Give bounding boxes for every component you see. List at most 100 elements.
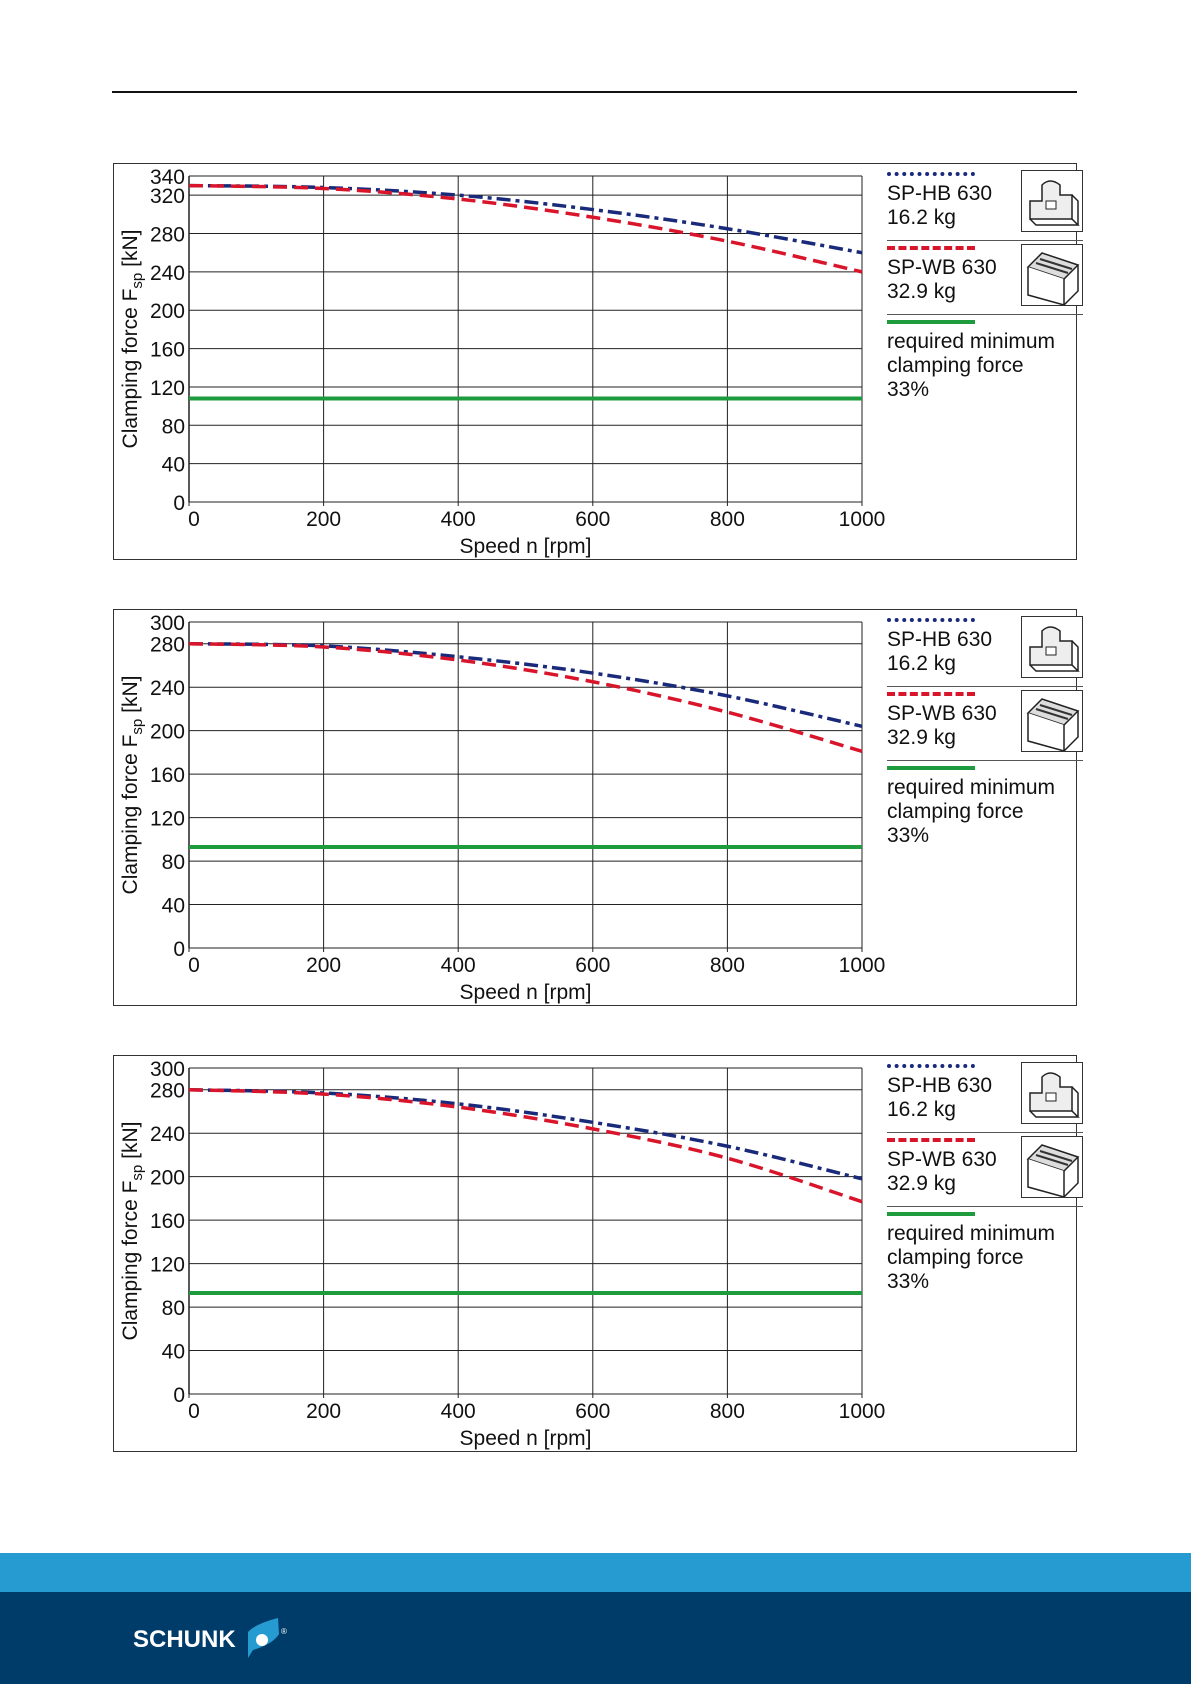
x-tick-label: 200	[306, 954, 341, 977]
chart-2: 0 40 80 120 160 200 240 280 300 0 200 400 600 800 1000…	[113, 609, 1083, 1006]
chart-legend: SP-HB 630 16.2 kg SP-WB 630 32.9 kg required…	[872, 164, 1083, 559]
legend-swatch	[887, 246, 975, 250]
chart-1: 0 40 80 120 160 200 240 280 320 340 0 200 400 600 800 1…	[113, 163, 1083, 560]
legend-label: 32.9 kg	[887, 726, 956, 749]
header-rule	[112, 91, 1077, 93]
x-axis-label: Speed n [rpm]	[460, 535, 592, 558]
legend-swatch	[887, 1212, 975, 1216]
svg-text:SCHUNK: SCHUNK	[133, 1626, 236, 1653]
x-tick-label: 400	[441, 954, 476, 977]
legend-label: 16.2 kg	[887, 652, 956, 675]
wb-jaw-icon	[1021, 1136, 1083, 1198]
legend-swatch	[887, 1064, 975, 1068]
y-tick-label: 0	[173, 492, 185, 515]
y-tick-label: 0	[173, 1384, 185, 1407]
legend-swatch	[887, 1138, 975, 1142]
y-tick-label: 200	[150, 721, 185, 744]
legend-label: 16.2 kg	[887, 206, 956, 229]
x-tick-label: 200	[306, 508, 341, 531]
svg-text:®: ®	[281, 1627, 287, 1636]
legend-label: 32.9 kg	[887, 280, 956, 303]
legend-separator	[887, 1132, 1083, 1133]
y-tick-label: 40	[162, 1341, 185, 1364]
x-tick-label: 400	[441, 1400, 476, 1423]
wb-jaw-icon	[1021, 690, 1083, 752]
legend-label: SP-WB 630	[887, 702, 997, 725]
x-tick-label: 800	[710, 1400, 745, 1423]
chart-3: 0 40 80 120 160 200 240 280 300 0 200 400 600 800 1000…	[113, 1055, 1083, 1452]
legend-separator	[887, 760, 1083, 761]
hb-jaw-icon	[1021, 170, 1083, 232]
y-tick-label: 300	[150, 1058, 185, 1081]
y-tick-label: 240	[150, 1123, 185, 1146]
legend-swatch	[887, 618, 975, 622]
x-tick-label: 800	[710, 508, 745, 531]
footer-band-light	[0, 1553, 1191, 1592]
y-tick-label: 40	[162, 895, 185, 918]
wb-jaw-icon	[1021, 244, 1083, 306]
y-tick-label: 120	[150, 377, 185, 400]
x-tick-label: 400	[441, 508, 476, 531]
x-tick-label: 600	[575, 1400, 610, 1423]
series-sp-wb-630-line	[188, 1087, 863, 1204]
chart-legend: SP-HB 630 16.2 kg SP-WB 630 32.9 kg required…	[872, 610, 1083, 1005]
legend-label: required minimum	[887, 776, 1056, 799]
chart-legend: SP-HB 630 16.2 kg SP-WB 630 32.9 kg required…	[872, 1056, 1083, 1451]
legend-label: 33%	[887, 1270, 930, 1293]
y-tick-label: 200	[150, 1167, 185, 1190]
legend-label: required minimum	[887, 1222, 1056, 1245]
y-axis-label: Clamping force Fsp [kN]	[119, 230, 146, 449]
legend-swatch	[887, 766, 975, 770]
y-tick-label: 40	[162, 454, 185, 477]
x-axis-label: Speed n [rpm]	[460, 981, 592, 1004]
legend-label: 16.2 kg	[887, 1098, 956, 1121]
legend-separator	[887, 240, 1083, 241]
y-tick-label: 80	[162, 1297, 185, 1320]
y-tick-label: 280	[150, 634, 185, 657]
x-tick-label: 1000	[839, 954, 886, 977]
y-tick-label: 240	[150, 677, 185, 700]
series-sp-hb-630-line	[188, 1087, 863, 1181]
series-sp-hb-630-line	[188, 641, 863, 729]
y-tick-label: 200	[150, 300, 185, 323]
x-tick-label: 0	[188, 508, 200, 531]
footer-band-dark	[0, 1592, 1191, 1684]
hb-jaw-icon	[1021, 1062, 1083, 1124]
y-tick-label: 160	[150, 764, 185, 787]
y-tick-label: 160	[150, 339, 185, 362]
y-tick-label: 320	[150, 185, 185, 208]
x-tick-label: 1000	[839, 1400, 886, 1423]
y-tick-label: 280	[150, 1080, 185, 1103]
x-tick-label: 0	[188, 1400, 200, 1423]
y-tick-label: 120	[150, 808, 185, 831]
x-axis-label: Speed n [rpm]	[460, 1427, 592, 1450]
legend-label: SP-HB 630	[887, 1074, 993, 1097]
y-tick-label: 160	[150, 1210, 185, 1233]
legend-swatch	[887, 692, 975, 696]
legend-separator	[887, 1206, 1083, 1207]
y-tick-label: 120	[150, 1254, 185, 1277]
x-tick-label: 0	[188, 954, 200, 977]
y-tick-label: 0	[173, 938, 185, 961]
legend-label: SP-WB 630	[887, 1148, 997, 1171]
y-tick-label: 80	[162, 415, 185, 438]
series-sp-wb-630-line	[188, 183, 863, 274]
legend-separator	[887, 686, 1083, 687]
legend-label: required minimum	[887, 330, 1056, 353]
legend-label: SP-HB 630	[887, 182, 993, 205]
series-sp-wb-630-line	[188, 641, 863, 753]
x-tick-label: 200	[306, 1400, 341, 1423]
schunk-logo: SCHUNK ®	[133, 1618, 287, 1658]
x-tick-label: 600	[575, 508, 610, 531]
legend-label: SP-HB 630	[887, 628, 993, 651]
y-tick-label: 240	[150, 262, 185, 285]
y-tick-label: 340	[150, 166, 185, 189]
legend-label: clamping force	[887, 800, 1024, 823]
legend-swatch	[887, 320, 975, 324]
legend-label: clamping force	[887, 354, 1024, 377]
y-axis-label: Clamping force Fsp [kN]	[119, 676, 146, 895]
legend-label: SP-WB 630	[887, 256, 997, 279]
